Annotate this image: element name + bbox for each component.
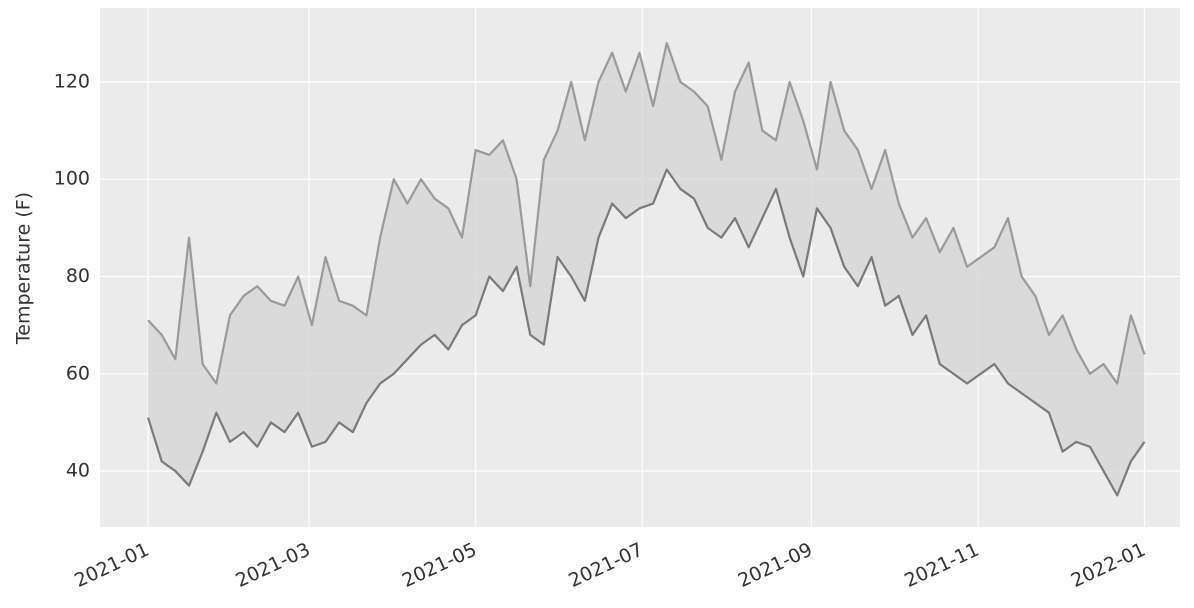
y-tick-label: 100 [54, 168, 90, 190]
x-tick-label: 2022-01 [1068, 539, 1149, 592]
x-tick-label: 2021-11 [901, 539, 982, 592]
x-tick-label: 2021-05 [399, 539, 480, 592]
y-tick-label: 120 [54, 70, 90, 92]
x-tick-label: 2021-07 [565, 539, 646, 592]
x-tick-label: 2021-03 [232, 539, 313, 592]
x-tick-label: 2021-01 [71, 539, 152, 592]
series-line [146, 168, 1146, 497]
series-line [147, 41, 1146, 385]
y-tick-label: 80 [66, 265, 90, 287]
y-tick-label: 60 [66, 362, 90, 384]
range-fill [148, 43, 1145, 496]
y-tick-label: 40 [66, 460, 90, 482]
y-axis-label: Temperature (F) [13, 192, 35, 345]
x-tick-label: 2021-09 [735, 539, 816, 592]
